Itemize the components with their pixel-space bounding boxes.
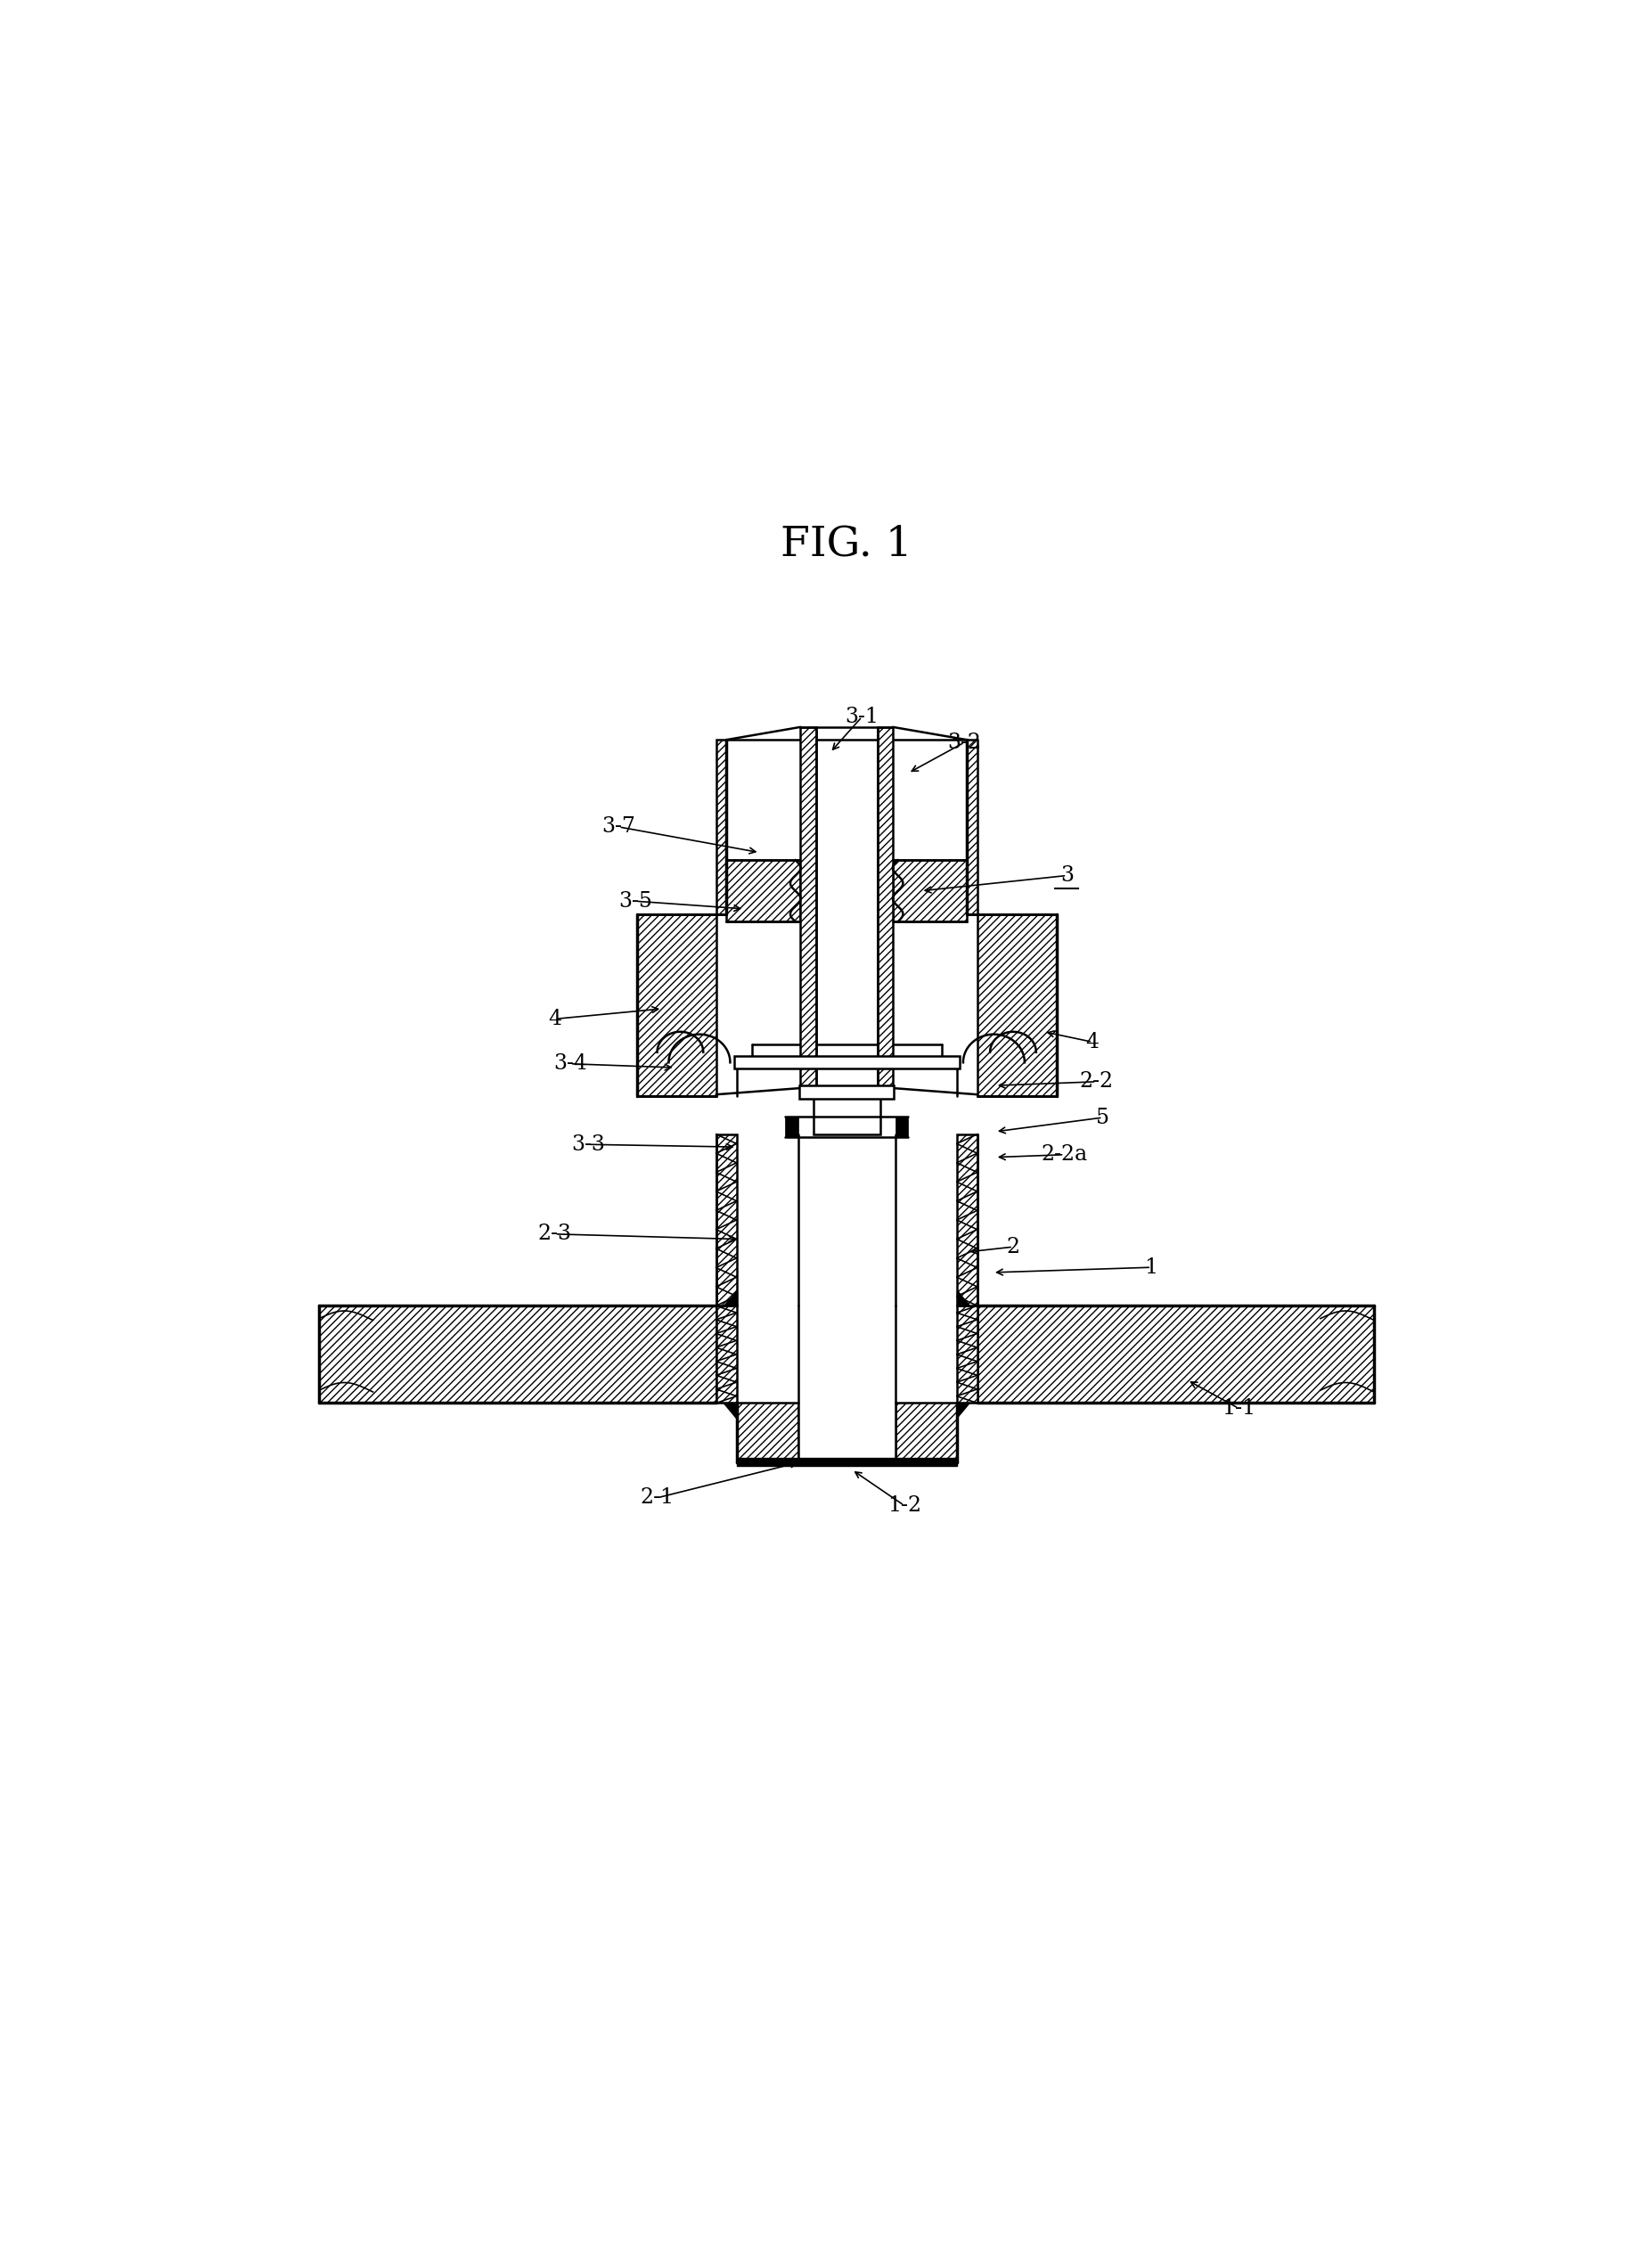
Text: 3-3: 3-3: [572, 1135, 605, 1155]
Polygon shape: [715, 1306, 737, 1402]
Polygon shape: [724, 1402, 737, 1418]
Text: 3-4: 3-4: [553, 1053, 586, 1074]
Polygon shape: [737, 1044, 957, 1096]
Text: 1-1: 1-1: [1221, 1398, 1256, 1418]
Text: 4: 4: [548, 1008, 562, 1029]
Polygon shape: [895, 1116, 909, 1137]
Polygon shape: [798, 1402, 895, 1461]
Polygon shape: [737, 1402, 798, 1461]
Polygon shape: [816, 727, 877, 1087]
Text: 3-2: 3-2: [948, 732, 981, 752]
Polygon shape: [978, 1306, 1374, 1402]
Text: 1: 1: [1145, 1256, 1158, 1279]
Polygon shape: [319, 1306, 715, 1402]
Text: FIG. 1: FIG. 1: [781, 524, 912, 565]
Polygon shape: [798, 1306, 895, 1402]
Text: 2: 2: [1006, 1236, 1019, 1256]
Text: 3-5: 3-5: [618, 891, 653, 912]
Polygon shape: [785, 1116, 798, 1137]
Text: 2-1: 2-1: [641, 1488, 674, 1508]
Text: 4: 4: [1085, 1031, 1099, 1051]
Polygon shape: [727, 860, 801, 921]
Polygon shape: [724, 1290, 737, 1306]
Polygon shape: [957, 1135, 978, 1306]
Text: 2-2: 2-2: [1079, 1071, 1113, 1092]
Text: 3-7: 3-7: [601, 817, 636, 837]
Polygon shape: [715, 1135, 737, 1306]
Polygon shape: [957, 1306, 978, 1402]
Polygon shape: [966, 741, 978, 914]
Polygon shape: [733, 1056, 960, 1069]
Polygon shape: [798, 1135, 895, 1306]
Text: 3: 3: [1061, 864, 1074, 887]
Text: 1-2: 1-2: [887, 1495, 922, 1515]
Polygon shape: [892, 860, 966, 921]
Polygon shape: [957, 1290, 970, 1306]
Polygon shape: [957, 1402, 970, 1418]
Text: 5: 5: [1095, 1107, 1110, 1128]
Polygon shape: [715, 741, 727, 914]
Polygon shape: [813, 1087, 881, 1135]
Polygon shape: [800, 1085, 894, 1098]
Polygon shape: [801, 727, 816, 1087]
Polygon shape: [877, 727, 892, 1087]
Text: 2-3: 2-3: [539, 1225, 572, 1245]
Polygon shape: [895, 1402, 957, 1461]
Polygon shape: [978, 914, 1057, 1096]
Polygon shape: [737, 1459, 957, 1465]
Text: 3-1: 3-1: [846, 707, 879, 727]
Polygon shape: [636, 914, 715, 1096]
Text: 2-2a: 2-2a: [1041, 1144, 1087, 1166]
